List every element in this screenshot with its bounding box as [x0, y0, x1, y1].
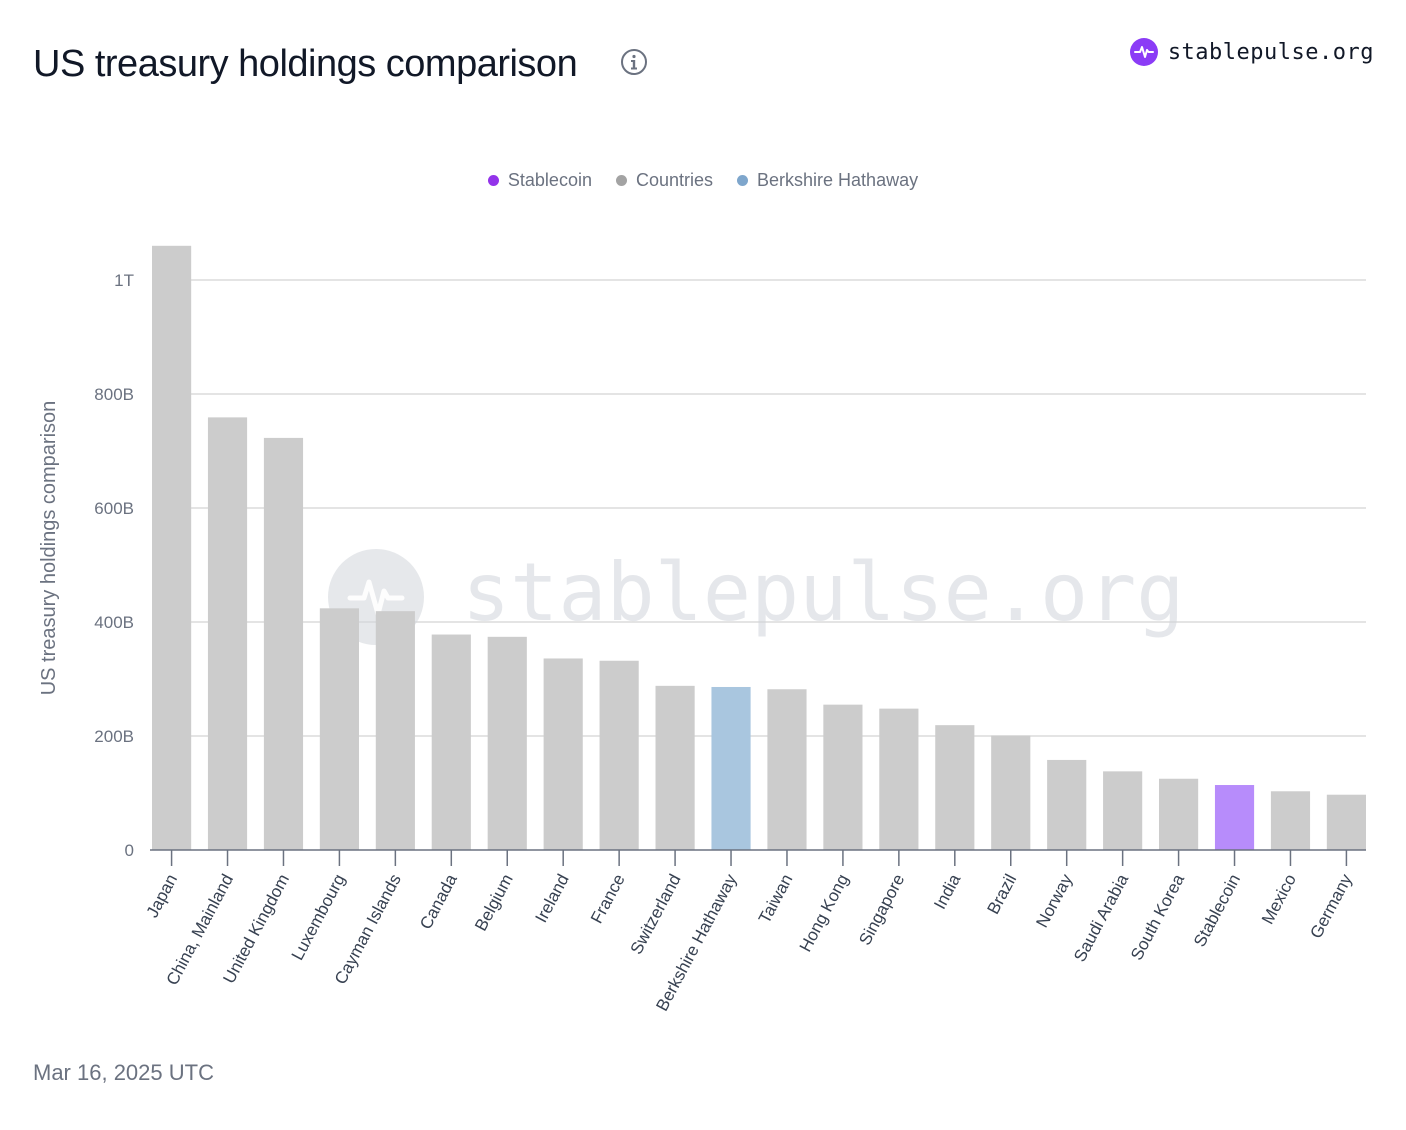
watermark: stablepulse.org — [328, 546, 1184, 645]
x-tick-label: Norway — [1032, 871, 1076, 931]
x-tick-label: Germany — [1306, 871, 1356, 942]
legend-dot-berkshire — [737, 175, 749, 186]
bar-chart: 0 200B 400B 600B 800B 1T stablepulse.org Japa… — [38, 245, 1366, 1014]
pulse-icon — [1129, 38, 1158, 66]
bar-stablecoin[interactable] — [1214, 785, 1255, 850]
bar-berkshire-hathaway[interactable] — [711, 686, 751, 850]
bar-hong-kong[interactable] — [823, 704, 863, 850]
legend-item-stablecoin[interactable]: Stablecoin — [487, 170, 592, 191]
bar-united-kingdom[interactable] — [263, 437, 304, 850]
x-tick-label: Hong Kong — [796, 871, 853, 955]
watermark-text: stablepulse.org — [462, 546, 1184, 639]
x-tick-label: Switzerland — [627, 871, 685, 958]
x-tick-label: India — [930, 870, 964, 912]
x-tick-label: Canada — [416, 870, 461, 932]
legend-label-berkshire: Berkshire Hathaway — [757, 170, 919, 190]
x-tick-label: Belgium — [471, 871, 517, 934]
bar-luxembourg[interactable] — [319, 608, 359, 850]
x-tick-label: France — [587, 871, 629, 927]
y-tick-label: 200B — [94, 727, 134, 746]
bar-germany[interactable] — [1326, 794, 1366, 850]
bar-china-mainland[interactable] — [207, 417, 248, 850]
bar-japan[interactable] — [152, 245, 192, 851]
bar-south-korea[interactable] — [1159, 778, 1199, 850]
page-title: US treasury holdings comparison — [33, 43, 578, 85]
legend-label-countries: Countries — [635, 170, 714, 190]
bar-mexico[interactable] — [1270, 791, 1311, 850]
bar-norway[interactable] — [1047, 759, 1087, 850]
bar-belgium[interactable] — [487, 636, 527, 850]
bar-france[interactable] — [599, 660, 639, 850]
legend-item-countries[interactable]: Countries — [615, 170, 714, 191]
x-tick-label: Singapore — [855, 871, 908, 948]
x-tick-label: Stablecoin — [1190, 871, 1244, 950]
bar-switzerland[interactable] — [655, 685, 695, 850]
bar-brazil[interactable] — [991, 735, 1031, 850]
brand-name: stablepulse.org — [1167, 39, 1374, 65]
bar-india[interactable] — [935, 725, 975, 850]
chart-legend: Stablecoin Countries Berkshire Hathaway — [0, 170, 1406, 191]
x-tick-label: Taiwan — [755, 871, 797, 927]
x-tick-label: Saudi Arabia — [1070, 870, 1132, 965]
legend-label-stablecoin: Stablecoin — [507, 170, 592, 190]
bar-ireland[interactable] — [543, 658, 583, 850]
x-tick-label: Mexico — [1258, 871, 1300, 927]
x-tick-label: Luxembourg — [288, 871, 349, 963]
y-tick-label: 1T — [114, 271, 134, 290]
legend-dot-countries — [615, 175, 627, 186]
x-tick-label: South Korea — [1127, 870, 1188, 963]
y-tick-label: 0 — [125, 841, 134, 860]
y-tick-label: 800B — [94, 385, 134, 404]
x-tick-label: Japan — [143, 871, 182, 921]
y-tick-label: 400B — [94, 613, 134, 632]
legend-dot-stablecoin — [487, 175, 499, 186]
y-axis-title: US treasury holdings comparison — [38, 401, 60, 696]
bars — [152, 245, 1366, 851]
bar-cayman-islands[interactable] — [375, 611, 415, 850]
info-icon[interactable] — [620, 48, 648, 76]
legend-item-berkshire[interactable]: Berkshire Hathaway — [737, 170, 918, 191]
y-tick-label: 600B — [94, 499, 134, 518]
bar-canada[interactable] — [431, 634, 471, 850]
bar-saudi-arabia[interactable] — [1103, 771, 1143, 850]
brand[interactable]: stablepulse.org — [1129, 38, 1374, 66]
footer-date: Mar 16, 2025 UTC — [33, 1060, 214, 1085]
x-tick-label: Brazil — [984, 871, 1021, 917]
x-tick-label: Ireland — [532, 871, 573, 926]
bar-singapore[interactable] — [879, 708, 919, 850]
bar-taiwan[interactable] — [767, 689, 807, 850]
